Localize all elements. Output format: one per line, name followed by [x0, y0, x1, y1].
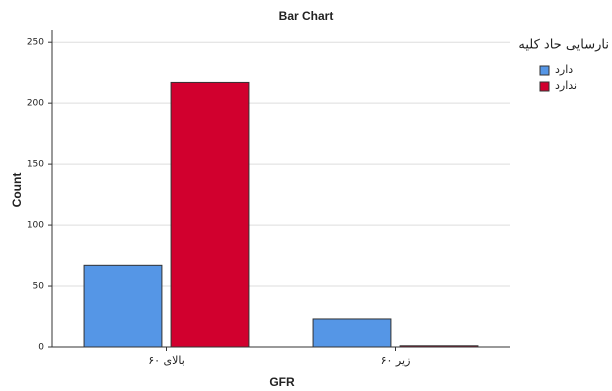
legend-title: نارسایی حاد کلیه — [518, 38, 609, 53]
x-axis-title: GFR — [269, 375, 295, 389]
x-tick-label: بالای ۶۰ — [148, 354, 185, 367]
y-tick-label: 50 — [33, 282, 45, 292]
y-tick-label: 0 — [38, 343, 44, 353]
legend-swatch — [539, 65, 550, 76]
y-tick-label: 150 — [27, 160, 44, 170]
x-tick-label: زیر ۶۰ — [381, 354, 411, 367]
bar — [312, 318, 392, 348]
chart-title: Bar Chart — [279, 9, 334, 23]
bar — [83, 264, 163, 348]
legend-label: ندارد — [555, 79, 577, 92]
y-tick-label: 100 — [27, 221, 44, 231]
y-tick-label: 200 — [27, 99, 44, 109]
bar — [170, 81, 250, 348]
legend-label: دارد — [555, 63, 573, 76]
y-tick-label: 250 — [27, 38, 44, 48]
bar — [399, 345, 479, 348]
y-axis-title: Count — [10, 173, 24, 208]
legend-swatch — [539, 81, 550, 92]
